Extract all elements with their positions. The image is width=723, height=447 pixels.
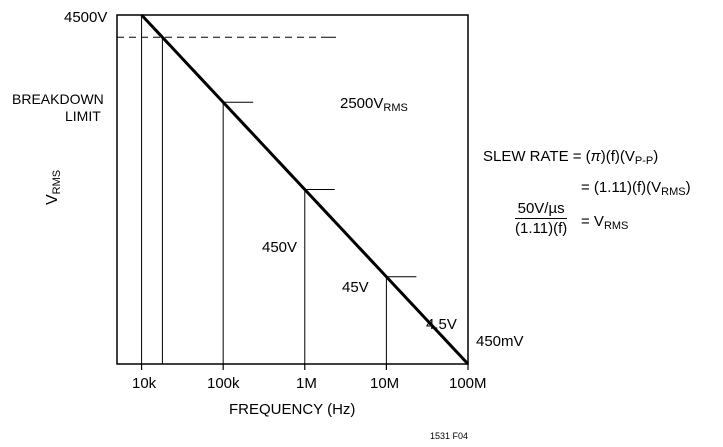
formula-fraction-rhs: = VRMS [581,213,628,232]
y-axis-label-main: V [44,194,61,205]
formula-line2-suffix: ) [685,179,691,196]
y-axis-label: VRMS [44,170,66,205]
x-tick-label-100m: 100M [449,375,487,392]
breakdown-value-sub: RMS [383,102,408,114]
y-top-label: 4500V [64,9,108,26]
formula-line1-sub: P-P [634,155,654,167]
slew-rate-formula-line1: SLEW RATE = (π)(f)(VP-P) [483,148,658,167]
x-tick-label-10m: 10M [370,375,400,392]
figure-id: 1531 F04 [430,431,469,441]
formula-fraction: 50V/µs (1.11)(f) [515,200,568,237]
point-label-450mv: 450mV [476,333,524,350]
breakdown-value-label: 2500VRMS [340,95,408,117]
vrms-curve [140,13,470,366]
point-label-450v: 450V [262,239,298,256]
dropline-group [141,15,387,364]
formula-line1-suffix: ) [653,148,659,165]
x-tick-label-100k: 100k [207,375,240,392]
formula-pi: π [590,148,601,165]
y-axis-label-sub: RMS [51,169,63,195]
breakdown-value-main: 2500V [340,95,384,112]
formula-line1-prefix: SLEW RATE = ( [483,148,591,165]
x-axis-label: FREQUENCY (Hz) [229,401,356,418]
plot-frame [116,14,469,365]
point-label-4-5v: 4.5V [426,316,457,333]
x-tick-label-10k: 10k [132,375,157,392]
breakdown-label-line2: LIMIT [65,108,101,124]
formula-rhs-sub: RMS [603,220,629,232]
x-tick-label-1m: 1M [296,375,317,392]
formula-fraction-numerator: 50V/µs [515,200,568,219]
formula-line2-sub: RMS [661,186,686,198]
formula-rhs-main: = V [581,213,604,230]
x-tick-group [140,364,469,370]
formula-line2-prefix: = (1.11)(f)(V [581,179,662,196]
slew-rate-formula-line2: = (1.11)(f)(VRMS) [581,179,691,198]
leader-line-group [223,101,417,278]
formula-fraction-denominator: (1.11)(f) [515,220,568,237]
formula-line1-mid: )(f)(V [600,148,635,165]
point-label-45v: 45V [342,279,369,296]
breakdown-label-line1: BREAKDOWN [12,91,104,107]
